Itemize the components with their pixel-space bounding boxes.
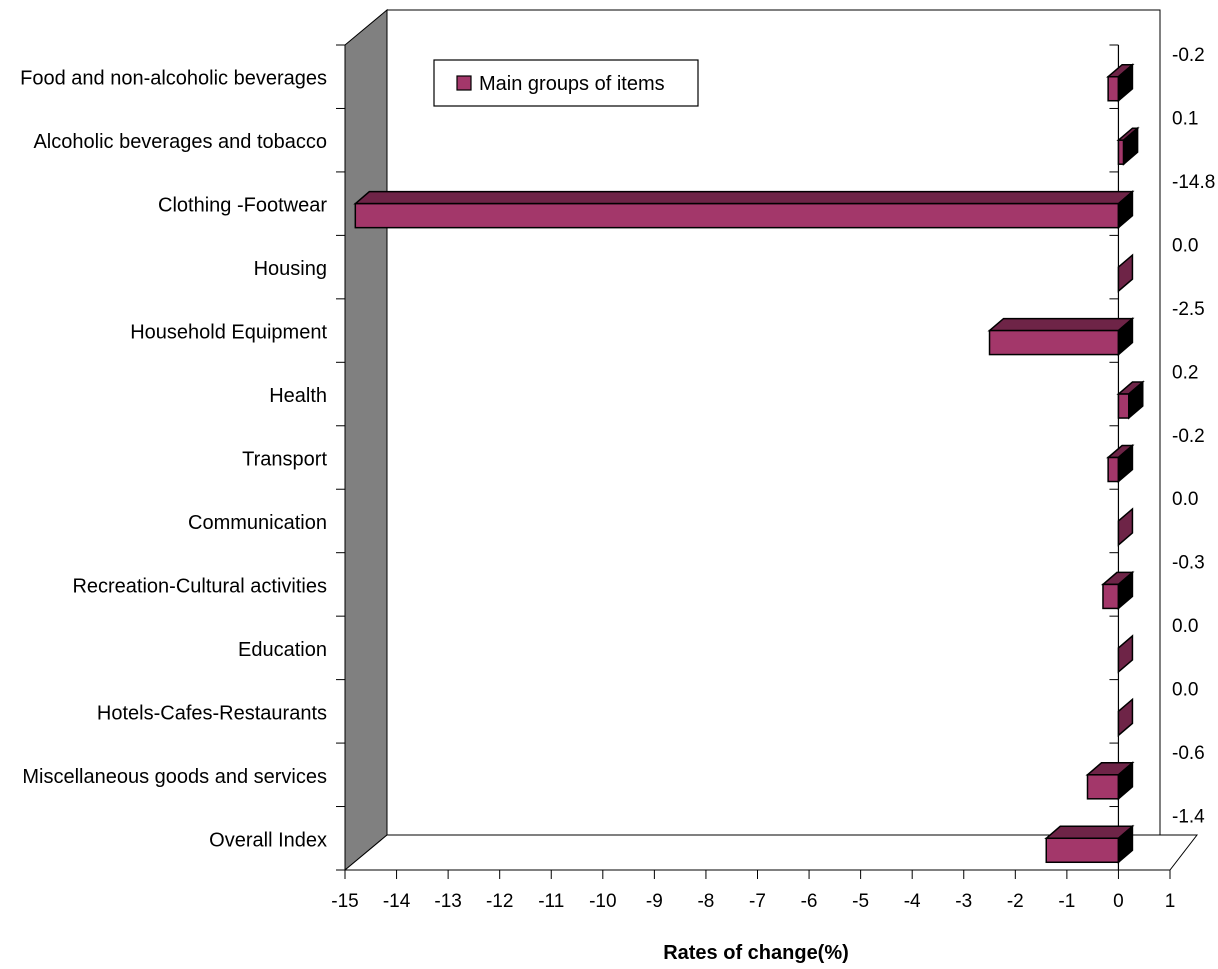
x-tick-label: 1 bbox=[1165, 891, 1176, 912]
legend-swatch bbox=[456, 75, 472, 91]
back-wall-edge bbox=[387, 9, 1161, 835]
data-label: -1.4 bbox=[1172, 807, 1205, 828]
category-label: Miscellaneous goods and services bbox=[22, 766, 327, 788]
legend-box bbox=[433, 59, 699, 107]
bar-side-face bbox=[1117, 443, 1134, 484]
bar bbox=[1106, 443, 1135, 484]
bar-side-face bbox=[1117, 697, 1134, 737]
category-label: Communication bbox=[188, 512, 327, 534]
x-tick-label: -13 bbox=[434, 891, 461, 912]
bar bbox=[353, 190, 1135, 230]
x-tick-label: -3 bbox=[955, 891, 972, 912]
x-tick-label: -6 bbox=[801, 891, 818, 912]
x-tick-label: 0 bbox=[1113, 891, 1124, 912]
legend-label: Main groups of items bbox=[479, 73, 665, 95]
data-label: -0.6 bbox=[1172, 743, 1205, 764]
x-tick-label: -10 bbox=[589, 891, 616, 912]
bar bbox=[1106, 63, 1135, 103]
data-label: 0.0 bbox=[1172, 680, 1198, 701]
left-wall bbox=[344, 8, 388, 872]
bar-side-face bbox=[1117, 824, 1134, 864]
bar-group bbox=[353, 63, 1145, 864]
data-label: -0.2 bbox=[1172, 45, 1205, 66]
x-tick-label: -4 bbox=[904, 891, 921, 912]
data-label: -14.8 bbox=[1172, 172, 1215, 193]
x-tick-label: -9 bbox=[646, 891, 663, 912]
x-axis-label: Rates of change(%) bbox=[663, 942, 849, 964]
bar-front-face bbox=[988, 329, 1120, 356]
chart-frame bbox=[336, 8, 1199, 872]
bar-side-face bbox=[1117, 190, 1134, 230]
data-label: -2.5 bbox=[1172, 299, 1205, 320]
category-label: Clothing -Footwear bbox=[158, 195, 327, 217]
bar bbox=[1117, 253, 1134, 293]
bar-side-face bbox=[1117, 63, 1134, 103]
x-tick-label: -11 bbox=[538, 891, 564, 912]
data-label: 0.2 bbox=[1172, 362, 1198, 383]
bar bbox=[987, 316, 1135, 357]
bar-front-face bbox=[1117, 393, 1130, 419]
bar-front-face bbox=[1117, 139, 1125, 165]
bar-front-face bbox=[1086, 774, 1120, 800]
data-label: 0.0 bbox=[1172, 489, 1198, 510]
bar-side-face bbox=[1117, 507, 1134, 547]
x-tick-label: -12 bbox=[486, 891, 513, 912]
bar-front-face bbox=[1045, 837, 1120, 864]
x-tick-label: -5 bbox=[852, 891, 869, 912]
bar bbox=[1116, 380, 1145, 420]
category-label: Transport bbox=[242, 449, 327, 471]
bar-side-face bbox=[1122, 126, 1139, 166]
data-label: -0.3 bbox=[1172, 553, 1205, 574]
x-tick-label: -15 bbox=[331, 891, 358, 912]
x-tick-label: -8 bbox=[697, 891, 714, 912]
value-labels: -0.2 0.1 -14.8 0.0 -2.5 0.2 -0.2 0.0 -0.3 0.0 0.0 -… bbox=[1172, 45, 1215, 828]
category-label: Alcoholic beverages and tobacco bbox=[33, 131, 327, 153]
bar bbox=[1117, 697, 1134, 737]
category-label: Food and non-alcoholic beverages bbox=[20, 68, 327, 90]
x-tick-label: -7 bbox=[749, 891, 766, 912]
category-label: Overall Index bbox=[209, 829, 327, 851]
bar bbox=[1100, 570, 1135, 611]
bar-side-face bbox=[1128, 380, 1144, 420]
bar-front-face bbox=[1107, 75, 1120, 102]
bar-front-face bbox=[1102, 583, 1120, 610]
data-label: 0.0 bbox=[1172, 235, 1198, 256]
bar bbox=[1085, 761, 1135, 801]
category-label: Education bbox=[238, 639, 327, 661]
x-tick-label: -1 bbox=[1058, 891, 1075, 912]
category-label: Hotels-Cafes-Restaurants bbox=[97, 702, 327, 724]
category-label: Household Equipment bbox=[130, 322, 327, 344]
category-labels: Food and non-alcoholic beverages Alcoholi… bbox=[20, 68, 327, 852]
bar bbox=[1117, 507, 1134, 547]
category-label: Housing bbox=[254, 258, 327, 280]
bar-side-face bbox=[1117, 570, 1134, 611]
legend: Main groups of items bbox=[433, 59, 699, 107]
data-label: -0.2 bbox=[1172, 426, 1205, 447]
bar bbox=[1044, 824, 1135, 864]
bar-front-face bbox=[354, 202, 1120, 229]
bar-side-face bbox=[1117, 634, 1134, 674]
data-label: 0.1 bbox=[1172, 108, 1198, 129]
data-label: 0.0 bbox=[1172, 616, 1198, 637]
x-tick-label: -2 bbox=[1007, 891, 1024, 912]
category-label: Recreation-Cultural activities bbox=[72, 575, 327, 597]
bar-top-face bbox=[353, 190, 1135, 205]
bar-side-face bbox=[1117, 761, 1134, 801]
category-label: Health bbox=[269, 385, 327, 407]
bar-side-face bbox=[1117, 253, 1134, 293]
bar-front-face bbox=[1107, 456, 1120, 483]
x-axis-ticks: -15 -14 -13 -12 -11 -10 -9 -8 -7 -6 -5 -4 -3 -2 -1 0 1 bbox=[331, 869, 1176, 912]
bar-top-face bbox=[987, 317, 1135, 332]
bar-side-face bbox=[1117, 316, 1134, 357]
x-tick-label: -14 bbox=[383, 891, 411, 912]
bar bbox=[1117, 634, 1134, 674]
bar bbox=[1116, 126, 1140, 166]
